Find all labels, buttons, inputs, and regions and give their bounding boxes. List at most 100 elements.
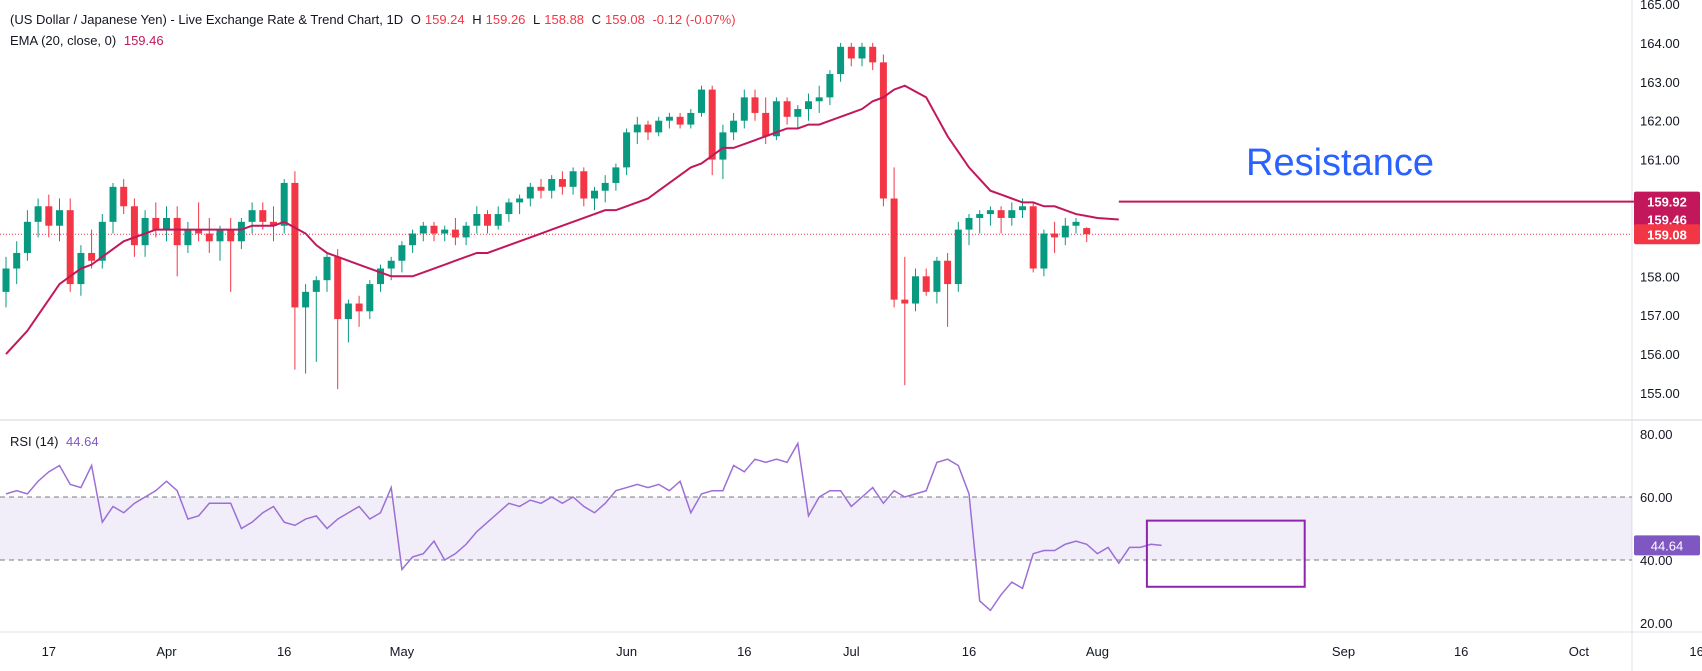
price-tick-label: 155.00: [1640, 386, 1680, 401]
ema-legend[interactable]: EMA (20, close, 0) 159.46: [10, 33, 168, 48]
candle-up: [805, 101, 812, 110]
open-value: 159.24: [424, 12, 465, 27]
candle-up: [1040, 233, 1048, 269]
candle-down: [270, 221, 277, 226]
candle-down: [847, 46, 855, 59]
candle-down: [88, 252, 96, 261]
candle-up: [698, 89, 705, 113]
candle-down: [334, 256, 342, 320]
candle-up: [1061, 225, 1069, 238]
candle-down: [205, 233, 213, 242]
open-label: O: [410, 12, 421, 27]
candle-up: [665, 116, 673, 121]
candle-down: [783, 101, 791, 117]
candle-down: [430, 225, 438, 234]
price-tag: [1634, 191, 1700, 212]
candle-down: [1051, 233, 1059, 238]
price-tick-label: 165.00: [1640, 0, 1680, 12]
price-tag: [1634, 224, 1700, 245]
candle-up: [965, 217, 973, 230]
candle-up: [505, 202, 513, 215]
rsi-tick-label: 80.00: [1640, 427, 1673, 442]
time-tick-label: 16: [277, 644, 291, 659]
price-tick-label: 164.00: [1640, 36, 1680, 51]
candle-up: [1008, 210, 1016, 218]
candle-down: [355, 303, 363, 312]
ema-value: 159.46: [123, 33, 164, 48]
candle-up: [323, 256, 331, 281]
rsi-tick-label: 20.00: [1640, 616, 1673, 631]
candle-up: [858, 46, 866, 59]
candle-up: [548, 179, 556, 191]
candle-up: [248, 210, 256, 222]
candle-down: [558, 179, 566, 187]
price-tick-label: 162.00: [1640, 114, 1680, 129]
candle-down: [227, 229, 235, 242]
candle-down: [152, 217, 160, 230]
candle-down: [676, 116, 684, 125]
candle-down: [451, 229, 459, 238]
candle-up: [312, 280, 320, 292]
candle-up: [302, 291, 310, 308]
time-tick-label: 16: [1454, 644, 1468, 659]
rsi-tag-label: 44.64: [1651, 538, 1684, 553]
rsi-highlight-box[interactable]: [1145, 519, 1306, 588]
candle-up: [601, 182, 609, 191]
high-value: 159.26: [485, 12, 526, 27]
rsi-tick-label: 60.00: [1640, 490, 1673, 505]
candle-down: [890, 198, 898, 300]
candle-up: [441, 229, 449, 234]
time-tick-label: May: [390, 644, 415, 659]
time-tick-label: 16: [737, 644, 751, 659]
candle-up: [398, 245, 406, 261]
close-label: C: [591, 12, 602, 27]
candle-down: [537, 186, 545, 191]
ema-line: [5, 84, 1119, 355]
price-tick-label: 161.00: [1640, 153, 1680, 168]
candle-up: [912, 276, 919, 304]
ema-label: EMA (20, close, 0): [10, 33, 117, 48]
candle-down: [644, 124, 652, 133]
candle-up: [23, 221, 31, 253]
candle-up: [815, 97, 823, 102]
candle-up: [419, 225, 427, 234]
candle-up: [612, 167, 620, 183]
candle-up: [13, 252, 21, 269]
rsi-legend[interactable]: RSI (14) 44.64: [10, 434, 103, 449]
candle-up: [280, 182, 288, 226]
rsi-line: [5, 441, 1162, 612]
change-value: -0.12 (-0.07%): [652, 12, 736, 27]
time-tick-label: Apr: [156, 644, 177, 659]
rsi-label: RSI (14): [10, 434, 59, 449]
candle-up: [730, 120, 738, 133]
price-tick-label: 157.00: [1640, 308, 1680, 323]
price-tick-label: 158.00: [1640, 269, 1680, 284]
price-tag-label: 159.92: [1647, 195, 1687, 210]
candle-up: [366, 284, 374, 312]
candle-up: [719, 132, 727, 160]
price-tick-label: 163.00: [1640, 75, 1680, 90]
time-tick-label: Jul: [843, 644, 860, 659]
time-tick-label: 16: [962, 644, 976, 659]
candle-up: [237, 221, 245, 242]
candle-up: [794, 109, 802, 117]
candle-down: [751, 97, 759, 113]
candle-down: [130, 206, 138, 246]
candle-up: [109, 186, 117, 222]
price-tag-label: 159.46: [1647, 213, 1687, 228]
candle-up: [1019, 206, 1026, 211]
candle-down: [922, 276, 930, 292]
time-tick-label: Jun: [616, 644, 637, 659]
candle-down: [173, 217, 181, 246]
candle-up: [591, 190, 598, 199]
candle-up: [2, 268, 10, 292]
candle-up: [569, 171, 577, 187]
candle-down: [869, 46, 877, 63]
candle-up: [1072, 221, 1080, 226]
candle-down: [45, 206, 53, 226]
resistance-label: Resistance: [1246, 142, 1434, 184]
rsi-band: [0, 497, 1632, 560]
candle-up: [772, 101, 780, 137]
candle-up: [933, 260, 941, 292]
